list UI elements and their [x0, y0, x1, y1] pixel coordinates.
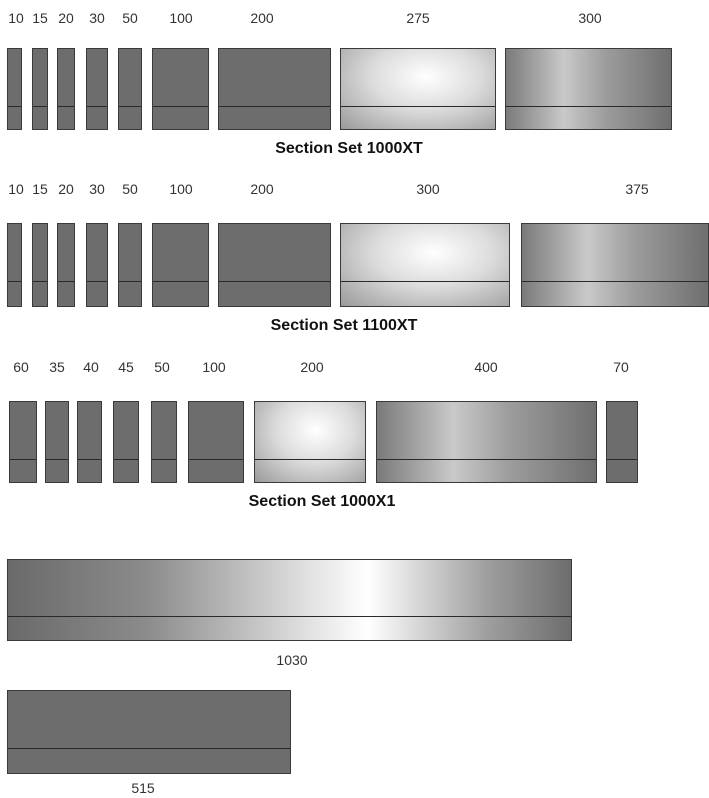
section-block: [77, 401, 102, 483]
section-block: [45, 401, 69, 483]
section-block: [218, 48, 331, 130]
section-block: [57, 48, 75, 130]
section-size-label: 20: [58, 10, 74, 26]
section-size-label: 200: [250, 181, 274, 197]
section-divider-line: [114, 459, 138, 460]
section-divider-line: [87, 281, 107, 282]
section-block: [505, 48, 672, 130]
section-divider-line: [189, 459, 243, 460]
section-size-label: 200: [250, 10, 274, 26]
section-divider-line: [153, 106, 208, 107]
section-block: [7, 223, 22, 307]
section-size-label: 70: [613, 359, 629, 375]
section-set-caption: Section Set 1100XT: [270, 317, 418, 334]
single-section-block: [7, 690, 291, 774]
section-block: [7, 48, 22, 130]
section-size-label: 40: [83, 359, 99, 375]
section-divider-line: [8, 748, 290, 749]
section-divider-line: [255, 459, 365, 460]
section-block: [113, 401, 139, 483]
section-block: [118, 223, 142, 307]
section-size-label: 100: [169, 181, 193, 197]
section-size-label: 400: [474, 359, 498, 375]
section-block: [152, 48, 209, 130]
section-divider-line: [607, 459, 637, 460]
section-divider-line: [58, 106, 74, 107]
section-size-label: 100: [169, 10, 193, 26]
section-divider-line: [119, 106, 141, 107]
section-set-caption: Section Set 1000X1: [248, 493, 396, 510]
section-divider-line: [152, 459, 176, 460]
section-divider-line: [33, 106, 47, 107]
section-divider-line: [119, 281, 141, 282]
section-divider-line: [8, 106, 21, 107]
section-size-label: 15: [32, 10, 48, 26]
section-size-label: 100: [202, 359, 226, 375]
section-size-label: 200: [300, 359, 324, 375]
section-size-label: 375: [625, 181, 649, 197]
section-divider-line: [341, 106, 495, 107]
single-section-size-label: 515: [131, 780, 155, 796]
section-divider-line: [506, 106, 671, 107]
section-block: [9, 401, 37, 483]
section-size-label: 20: [58, 181, 74, 197]
section-block: [86, 48, 108, 130]
section-divider-line: [8, 281, 21, 282]
section-set-caption: Section Set 1000XT: [275, 140, 423, 157]
section-size-label: 35: [49, 359, 65, 375]
section-block: [218, 223, 331, 307]
section-block: [86, 223, 108, 307]
section-block: [254, 401, 366, 483]
section-size-label: 50: [122, 10, 138, 26]
single-section-block: [7, 559, 572, 641]
section-divider-line: [10, 459, 36, 460]
section-block: [32, 48, 48, 130]
section-size-label: 10: [8, 10, 24, 26]
section-divider-line: [33, 281, 47, 282]
section-divider-line: [219, 281, 330, 282]
section-size-label: 300: [416, 181, 440, 197]
section-divider-line: [58, 281, 74, 282]
section-divider-line: [8, 616, 571, 617]
section-divider-line: [78, 459, 101, 460]
section-block: [57, 223, 75, 307]
section-block: [151, 401, 177, 483]
section-size-label: 50: [122, 181, 138, 197]
section-size-label: 60: [13, 359, 29, 375]
section-divider-line: [522, 281, 708, 282]
section-divider-line: [153, 281, 208, 282]
section-block: [340, 223, 510, 307]
section-block: [376, 401, 597, 483]
section-block: [606, 401, 638, 483]
section-divider-line: [377, 459, 596, 460]
section-block: [521, 223, 709, 307]
section-size-label: 45: [118, 359, 134, 375]
section-size-label: 30: [89, 181, 105, 197]
section-divider-line: [87, 106, 107, 107]
section-size-label: 50: [154, 359, 170, 375]
section-divider-line: [219, 106, 330, 107]
section-size-label: 300: [578, 10, 602, 26]
section-block: [188, 401, 244, 483]
section-block: [152, 223, 209, 307]
section-block: [340, 48, 496, 130]
section-block: [32, 223, 48, 307]
section-divider-line: [341, 281, 509, 282]
section-size-label: 15: [32, 181, 48, 197]
section-size-label: 30: [89, 10, 105, 26]
section-size-label: 275: [406, 10, 430, 26]
single-section-size-label: 1030: [276, 652, 308, 668]
section-size-label: 10: [8, 181, 24, 197]
section-divider-line: [46, 459, 68, 460]
section-block: [118, 48, 142, 130]
